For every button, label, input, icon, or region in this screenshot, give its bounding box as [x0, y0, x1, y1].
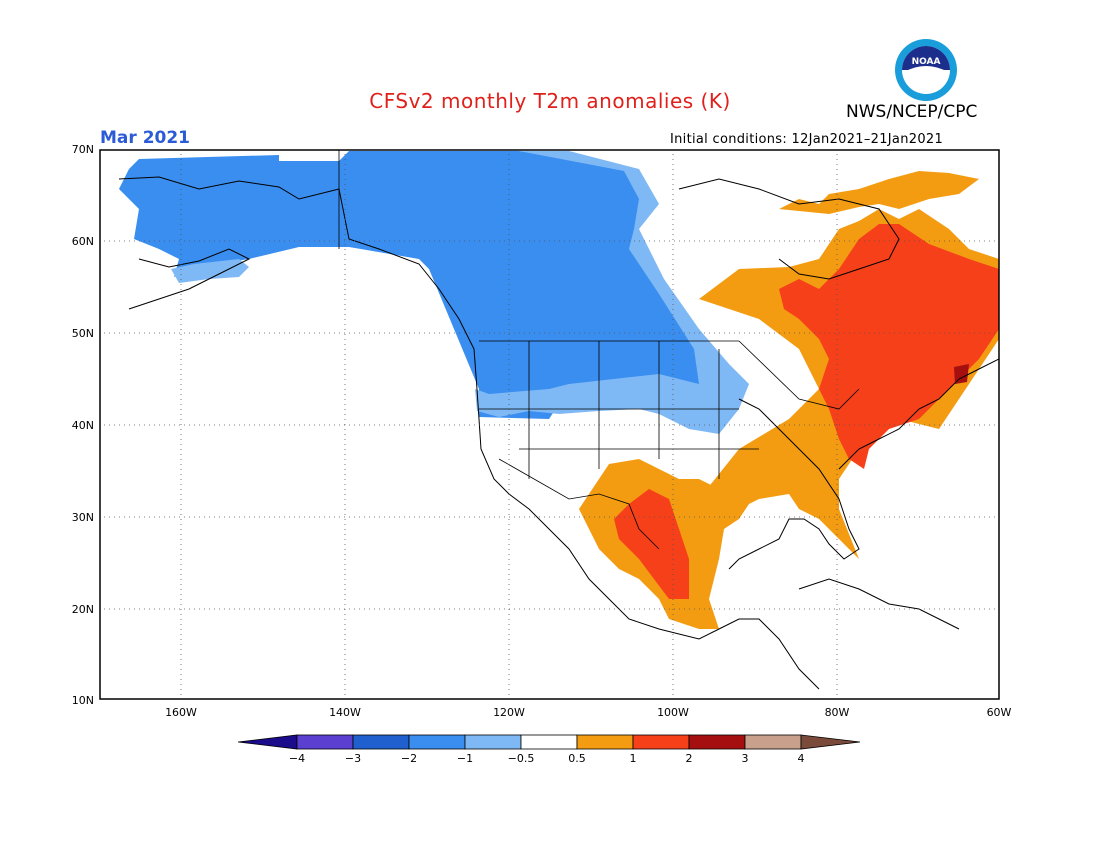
lon-label: 120W [493, 706, 525, 719]
lat-label: 20N [72, 603, 94, 616]
colorbar-label: −1 [457, 752, 473, 765]
logo-text: NOAA [912, 57, 941, 67]
lat-label: 40N [72, 419, 94, 432]
political-borders [338, 150, 860, 550]
colorbar-label: −3 [345, 752, 361, 765]
initial-conditions: Initial conditions: 12Jan2021–21Jan2021 [670, 132, 944, 147]
lon-label: 160W [165, 706, 197, 719]
noaa-logo: NOAA [895, 39, 957, 101]
lat-label: 30N [72, 511, 94, 524]
colorbar-label: 4 [798, 752, 805, 765]
colorbar-swatch [632, 734, 690, 750]
colorbar-swatch [408, 734, 466, 750]
lat-label: 50N [72, 327, 94, 340]
lat-label: 70N [72, 143, 94, 156]
colorbar-label: 2 [686, 752, 693, 765]
lon-label: 60W [987, 706, 1012, 719]
colorbar-label: 1 [630, 752, 637, 765]
plot-title: CFSv2 monthly T2m anomalies (K) [369, 89, 731, 113]
forecast-month: Mar 2021 [100, 128, 191, 148]
colorbar-swatch [296, 734, 354, 750]
colorbar-label: −0.5 [508, 752, 535, 765]
colorbar: −4 −3 −2 −1 −0.5 0.5 1 2 3 4 [238, 734, 861, 765]
organization-label: NWS/NCEP/CPC [846, 102, 978, 122]
colorbar-arrow-low [238, 734, 298, 750]
lon-label: 100W [657, 706, 689, 719]
colorbar-label: 3 [742, 752, 749, 765]
coastlines [118, 176, 999, 690]
colorbar-swatch [520, 734, 578, 750]
lat-label: 10N [72, 694, 94, 707]
colorbar-label: −2 [401, 752, 417, 765]
colorbar-label: −4 [289, 752, 305, 765]
axis-labels: 70N 60N 50N 40N 30N 20N 10N 160W 140W 12… [72, 143, 1012, 719]
colorbar-label: 0.5 [568, 752, 586, 765]
map-frame [99, 149, 1000, 700]
colorbar-arrow-high [800, 734, 861, 750]
colorbar-swatch [464, 734, 522, 750]
cold-anomaly-alaska [119, 151, 739, 419]
colorbar-swatch [744, 734, 802, 750]
lat-label: 60N [72, 235, 94, 248]
colorbar-swatch [576, 734, 634, 750]
lon-label: 140W [329, 706, 361, 719]
lon-label: 80W [825, 706, 850, 719]
anomaly-map [99, 149, 1000, 700]
graticule [100, 150, 999, 699]
colorbar-swatch [352, 734, 410, 750]
colorbar-swatch [688, 734, 746, 750]
cold-anomaly-light-margin [171, 151, 749, 434]
